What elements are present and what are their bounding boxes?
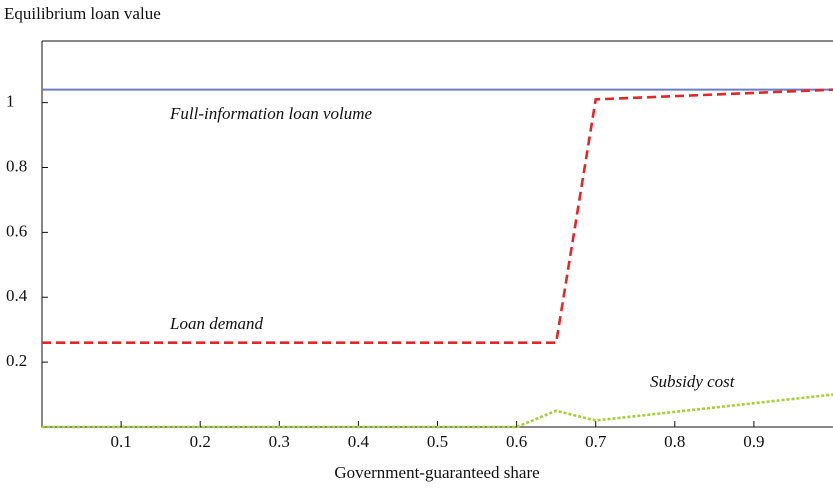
series-line — [42, 88, 833, 344]
y-tick-label: 0.2 — [6, 351, 27, 370]
series-annotation: Loan demand — [169, 314, 264, 333]
series-annotation: Subsidy cost — [650, 372, 736, 391]
y-tick-label: 0.8 — [6, 156, 27, 175]
x-axis-label: Government-guaranteed share — [334, 463, 539, 482]
x-tick-label: 0.9 — [743, 432, 764, 451]
y-tick-label: 0.4 — [6, 286, 28, 305]
y-tick-label: 0.6 — [6, 221, 27, 240]
x-tick-label: 0.6 — [506, 432, 527, 451]
y-axis-label: Equilibrium loan value — [4, 4, 161, 23]
series-line — [42, 393, 833, 429]
x-tick-label: 0.3 — [269, 432, 290, 451]
x-tick-label: 0.5 — [427, 432, 448, 451]
x-tick-label: 0.1 — [110, 432, 131, 451]
x-tick-label: 0.4 — [348, 432, 370, 451]
y-tick-label: 1 — [6, 92, 15, 111]
x-tick-label: 0.2 — [190, 432, 211, 451]
x-tick-label: 0.8 — [664, 432, 685, 451]
x-tick-label: 0.7 — [585, 432, 607, 451]
series-annotation: Full-information loan volume — [169, 104, 373, 123]
axes-frame — [41, 40, 833, 428]
